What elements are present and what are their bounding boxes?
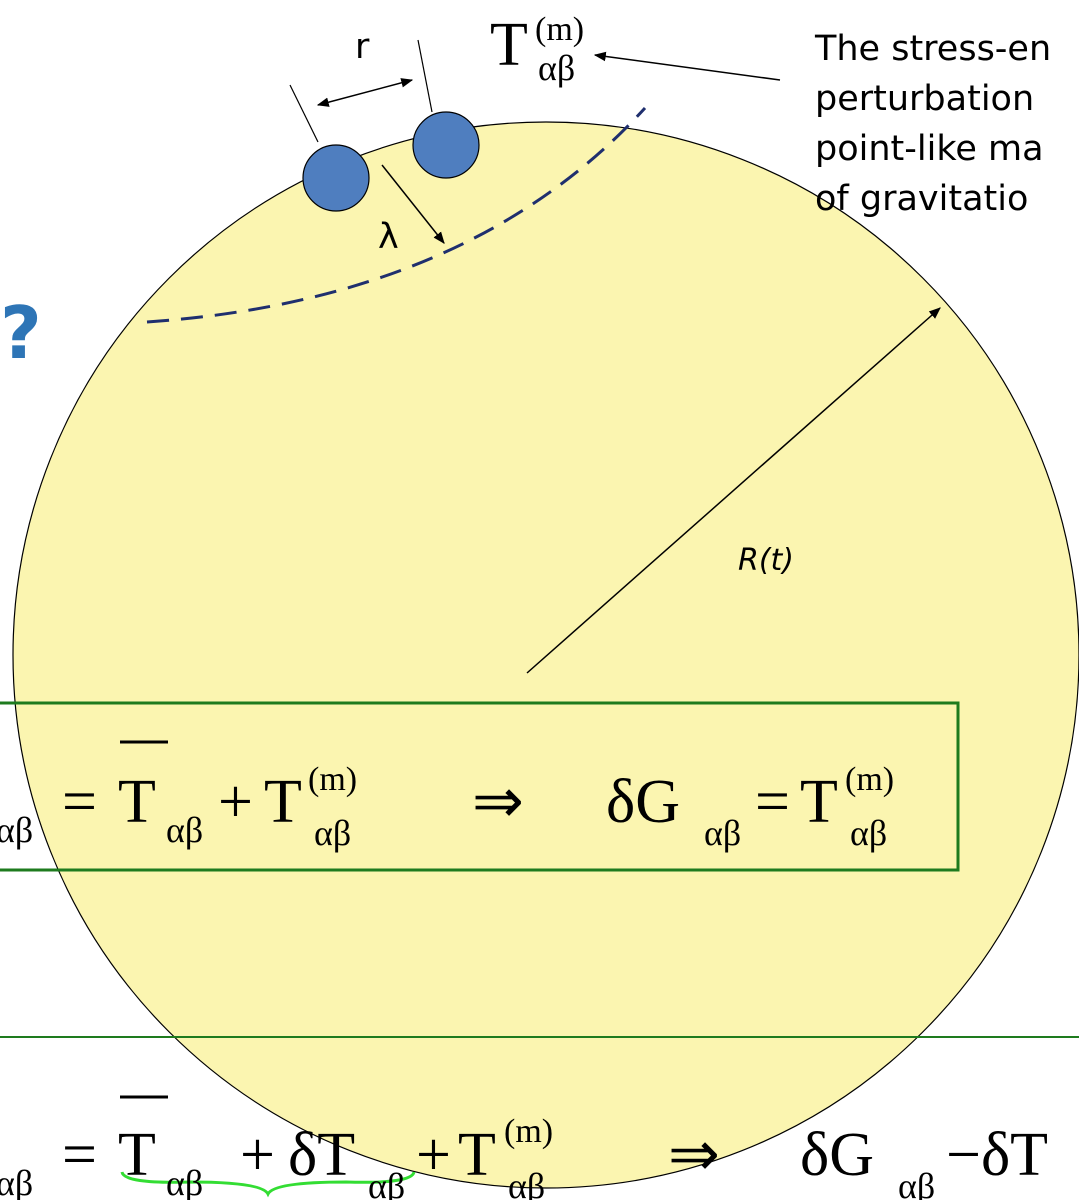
eq-token: T bbox=[800, 768, 838, 836]
eq-token: (m) bbox=[308, 761, 357, 798]
eq-token: αβ bbox=[898, 1166, 935, 1200]
eq-token: −δT bbox=[946, 1121, 1048, 1189]
eq-token: + bbox=[218, 768, 253, 836]
universe-circle bbox=[13, 122, 1079, 1188]
eq-token: αβ bbox=[508, 1166, 545, 1200]
eq-token: = bbox=[62, 1121, 97, 1189]
label-t-sub: αβ bbox=[538, 48, 575, 88]
eq-token: + bbox=[416, 1121, 451, 1189]
eq-token: αβ bbox=[166, 1163, 203, 1200]
eq-token: T bbox=[118, 768, 156, 836]
radius-label: R(t) bbox=[738, 543, 794, 578]
slide: r λ T (m) αβ The stress-en perturbation … bbox=[0, 0, 1079, 1200]
distance-arrow bbox=[318, 80, 412, 105]
eq-token: T bbox=[264, 768, 302, 836]
eq-token: ⇒ bbox=[668, 1121, 720, 1189]
eq-token: (m) bbox=[504, 1113, 553, 1150]
label-r: r bbox=[355, 27, 370, 67]
pointer-arrow bbox=[595, 55, 780, 80]
eq-token: αβ bbox=[0, 1163, 33, 1200]
note-line: perturbation bbox=[815, 79, 1034, 119]
eq-token: αβ bbox=[166, 810, 203, 850]
eq-token: αβ bbox=[0, 810, 33, 850]
eq-token: = bbox=[755, 768, 790, 836]
eq-token: δT bbox=[288, 1121, 355, 1189]
eq-token: = bbox=[62, 768, 97, 836]
label-t-sup: (m) bbox=[535, 11, 584, 48]
note-line: The stress-en bbox=[814, 29, 1051, 69]
note-line: point-like ma bbox=[815, 129, 1044, 169]
eq-token: δG bbox=[800, 1121, 874, 1189]
eq-token: δG bbox=[606, 768, 680, 836]
dimension-tick bbox=[418, 40, 432, 112]
mass bbox=[303, 145, 369, 211]
eq-token: αβ bbox=[850, 813, 887, 853]
note-line: of gravitatio bbox=[815, 179, 1028, 219]
eq-token: ⇒ bbox=[472, 768, 524, 836]
label-lambda: λ bbox=[378, 217, 399, 257]
eq-token: T bbox=[458, 1121, 496, 1189]
eq-token: (m) bbox=[845, 761, 894, 798]
eq-token: + bbox=[240, 1121, 275, 1189]
eq-token: αβ bbox=[314, 813, 351, 853]
eq-token: αβ bbox=[704, 813, 741, 853]
eq-token: αβ bbox=[368, 1166, 405, 1200]
heading-fragment: ? bbox=[0, 291, 42, 375]
dimension-tick bbox=[290, 85, 318, 142]
label-t: T bbox=[490, 11, 528, 79]
eq-token: T bbox=[118, 1121, 156, 1189]
mass bbox=[413, 112, 479, 178]
